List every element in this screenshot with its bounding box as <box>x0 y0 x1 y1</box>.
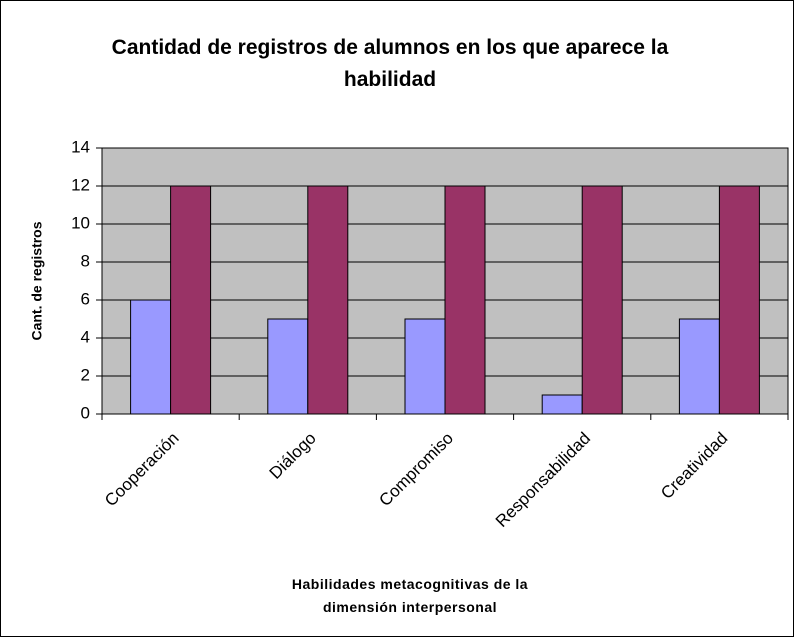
bar <box>581 185 623 415</box>
x-axis-label: Habilidades metacognitivas de la dimensi… <box>291 576 529 615</box>
y-tick-label: 0 <box>81 403 90 422</box>
x-tick-label: Diálogo <box>266 429 320 483</box>
x-tick-label: Compromiso <box>375 429 457 511</box>
x-tick-label: Responsabilidad <box>492 429 594 531</box>
bar <box>307 185 349 415</box>
bar <box>678 318 720 415</box>
x-tick-label: Creatividad <box>657 429 731 503</box>
y-tick-label: 10 <box>71 213 90 232</box>
chart-title: Cantidad de registros de alumnos en los … <box>111 36 669 91</box>
bar <box>404 318 446 415</box>
y-tick-label: 8 <box>81 251 90 270</box>
x-tick-label: Cooperación <box>101 429 183 511</box>
bar <box>130 299 172 415</box>
y-tick-label: 2 <box>81 365 90 384</box>
bar <box>170 185 212 415</box>
bar <box>718 185 760 415</box>
bar <box>541 394 583 415</box>
bar <box>267 318 309 415</box>
bar <box>444 185 486 415</box>
y-tick-label: 12 <box>71 175 90 194</box>
y-tick-label: 14 <box>71 137 90 156</box>
y-axis-label: Cant. de registros <box>29 221 45 340</box>
y-tick-label: 4 <box>81 327 90 346</box>
y-tick-label: 6 <box>81 289 90 308</box>
